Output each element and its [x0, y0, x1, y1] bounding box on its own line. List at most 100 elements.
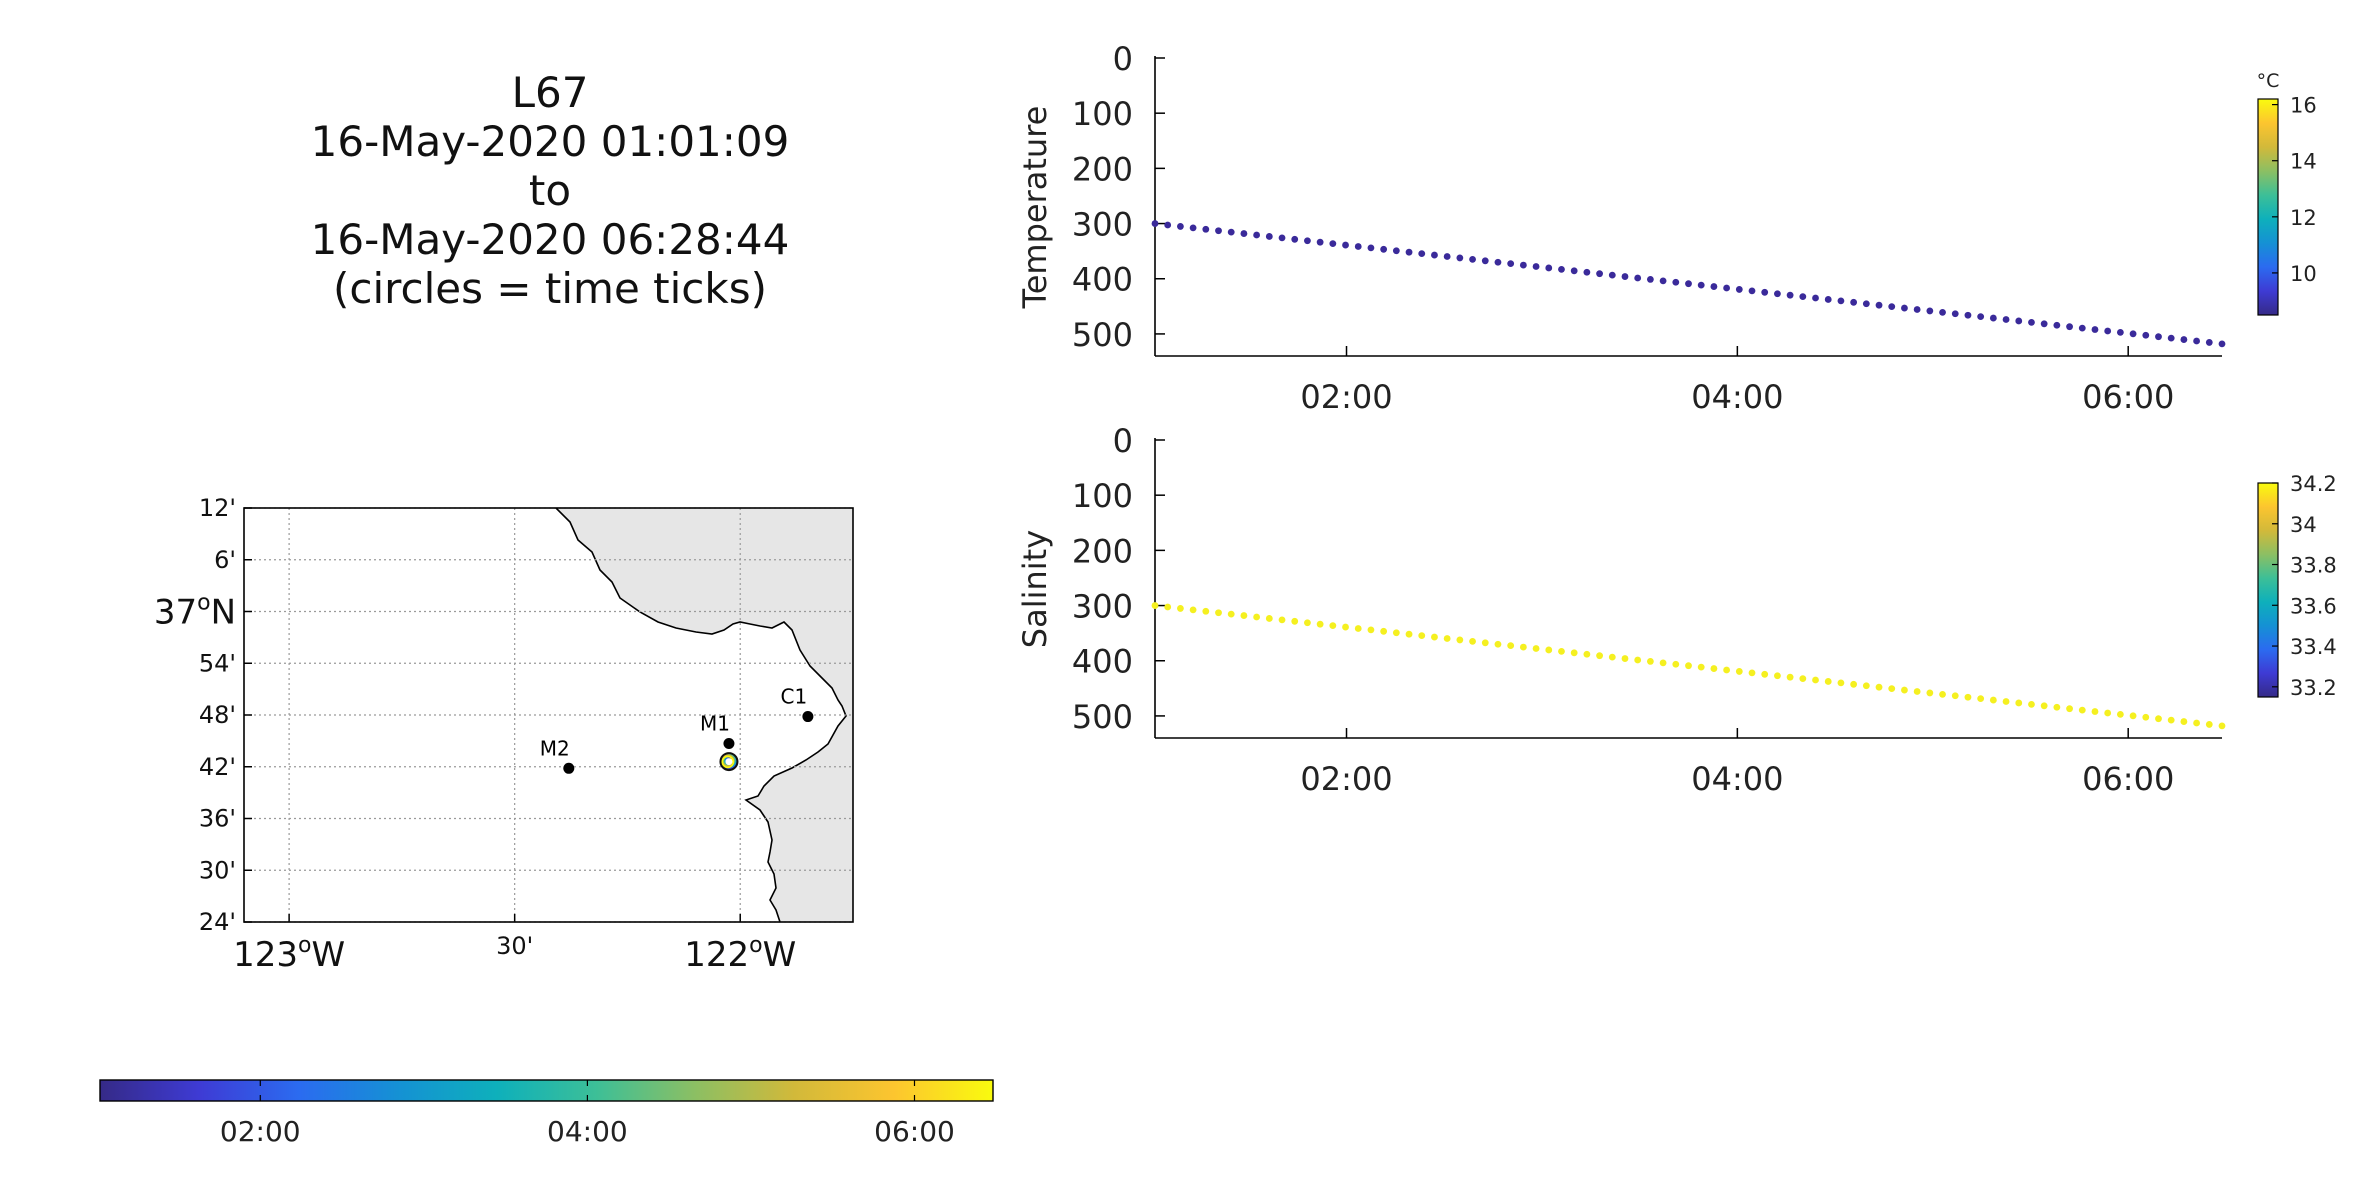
salinity-point-50 — [1786, 673, 1794, 681]
temperature-point-41 — [1672, 278, 1680, 286]
salinity-colorbar-label-4: 34 — [2290, 513, 2317, 537]
temperature-point-82 — [2193, 337, 2200, 345]
salinity-point-60 — [1913, 688, 1921, 695]
temperature-point-19 — [1392, 247, 1400, 255]
temperature-point-3 — [1189, 224, 1197, 232]
temperature-point-46 — [1735, 286, 1743, 293]
salinity-point-38 — [1634, 656, 1642, 664]
temperature-point-35 — [1596, 270, 1603, 278]
salinity-y-tick-label-3: 300 — [1072, 588, 1133, 626]
temperature-point-83 — [2205, 339, 2213, 346]
salinity-point-8 — [1253, 613, 1261, 621]
temperature-point-74 — [2091, 326, 2099, 333]
temperature-point-42 — [1685, 280, 1692, 288]
salinity-point-10 — [1278, 616, 1286, 624]
salinity-point-15 — [1342, 623, 1349, 631]
temperature-point-68 — [2015, 317, 2023, 325]
salinity-point-30 — [1532, 645, 1540, 652]
salinity-point-4 — [1202, 607, 1210, 615]
salinity-point-12 — [1304, 619, 1311, 627]
salinity-point-45 — [1723, 666, 1731, 674]
salinity-point-26 — [1481, 639, 1489, 647]
salinity-y-tick-label-4: 400 — [1072, 643, 1133, 681]
temperature-point-29 — [1519, 261, 1527, 269]
salinity-x-tick-label-0: 02:00 — [1300, 760, 1392, 798]
salinity-point-24 — [1456, 636, 1464, 644]
title-line-5: (circles = time ticks) — [333, 264, 767, 313]
temperature-y-tick-label-2: 200 — [1072, 150, 1133, 188]
salinity-y-tick-label-5: 500 — [1072, 698, 1133, 736]
salinity-point-25 — [1469, 637, 1476, 645]
salinity-y-tick-label-1: 100 — [1072, 477, 1133, 515]
salinity-y-axis-label: Salinity — [1016, 530, 1054, 648]
time-colorbar-bar — [99, 1079, 994, 1102]
temperature-y-tick-label-0: 0 — [1113, 40, 1133, 78]
temperature-point-5 — [1215, 227, 1222, 235]
temperature-point-16 — [1354, 243, 1362, 250]
temperature-x-tick-label-2: 06:00 — [2082, 378, 2174, 416]
salinity-point-19 — [1392, 629, 1400, 637]
salinity-point-79 — [2155, 715, 2162, 723]
temperature-point-15 — [1342, 241, 1349, 249]
time-colorbar-label-2: 06:00 — [874, 1115, 955, 1148]
salinity-point-44 — [1710, 665, 1718, 672]
temperature-point-62 — [1939, 308, 1946, 316]
temperature-point-61 — [1926, 307, 1934, 315]
temperature-y-tick-label-5: 500 — [1072, 316, 1133, 354]
temperature-point-2 — [1177, 223, 1184, 230]
salinity-point-81 — [2180, 718, 2188, 725]
temperature-point-45 — [1723, 284, 1731, 292]
salinity-colorbar-label-0: 33.2 — [2290, 676, 2337, 700]
salinity-point-69 — [2028, 700, 2035, 708]
temperature-point-53 — [1824, 296, 1832, 303]
temperature-panel: 0 100 200 300 400 500 02:00 04:00 06:00 Temperatu… — [1016, 40, 2317, 416]
temperature-point-69 — [2028, 318, 2035, 326]
salinity-point-46 — [1735, 668, 1743, 675]
salinity-point-41 — [1672, 660, 1680, 668]
salinity-point-59 — [1901, 686, 1908, 694]
title-line-2: 16-May-2020 01:01:09 — [310, 117, 790, 166]
salinity-point-18 — [1380, 627, 1388, 635]
station-marker-C1 — [802, 711, 814, 723]
salinity-point-49 — [1774, 672, 1781, 680]
temperature-colorbar-label-0: 10 — [2290, 262, 2317, 286]
salinity-point-33 — [1570, 649, 1578, 657]
salinity-point-16 — [1354, 625, 1362, 632]
temperature-point-57 — [1875, 301, 1883, 309]
salinity-point-65 — [1977, 695, 1985, 703]
temperature-point-12 — [1304, 237, 1311, 245]
temperature-point-84 — [2218, 340, 2226, 348]
title-line-4: 16-May-2020 06:28:44 — [310, 215, 790, 264]
salinity-point-22 — [1431, 633, 1438, 641]
temperature-colorbar-label-1: 12 — [2290, 206, 2317, 230]
salinity-point-7 — [1240, 612, 1248, 619]
salinity-point-21 — [1418, 632, 1426, 640]
temperature-point-28 — [1507, 260, 1515, 268]
temperature-point-81 — [2180, 336, 2188, 343]
temperature-point-33 — [1570, 267, 1578, 275]
map-panel: 123oW 30' 122oW 12' 6' 37oN 54' 48' 42' 36' 30' 24'… — [154, 494, 854, 975]
map-coastline — [555, 507, 847, 923]
temperature-point-24 — [1456, 254, 1464, 262]
salinity-point-78 — [2142, 713, 2150, 721]
temperature-colorbar — [2257, 98, 2279, 316]
temperature-point-67 — [2002, 316, 2010, 323]
salinity-point-11 — [1291, 617, 1299, 625]
salinity-x-tick-label-2: 06:00 — [2082, 760, 2174, 798]
map-x-tick-label-2: 122oW — [684, 933, 796, 975]
title-line-3: to — [528, 166, 572, 215]
temperature-point-73 — [2078, 324, 2086, 332]
salinity-point-17 — [1367, 626, 1375, 634]
temperature-point-37 — [1621, 273, 1629, 280]
temperature-point-8 — [1253, 231, 1261, 239]
temperature-point-65 — [1977, 313, 1985, 321]
temperature-point-4 — [1202, 225, 1210, 233]
map-frame — [243, 507, 854, 923]
salinity-point-77 — [2129, 712, 2137, 720]
salinity-panel: 0 100 200 300 400 500 02:00 04:00 06:00 Salinity 3… — [1016, 422, 2337, 798]
track-time-tick-circle — [719, 752, 739, 772]
temperature-point-52 — [1812, 294, 1819, 302]
temperature-x-tick-label-0: 02:00 — [1300, 378, 1392, 416]
temperature-point-9 — [1265, 233, 1273, 240]
